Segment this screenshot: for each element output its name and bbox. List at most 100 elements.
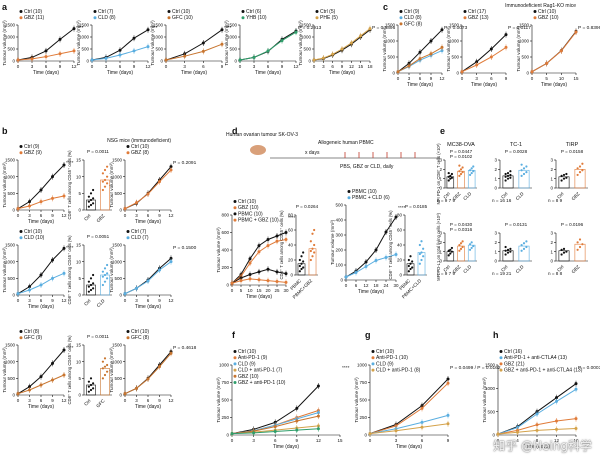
panel-letter-e: e (440, 126, 445, 136)
data-point (420, 420, 424, 424)
panel-letter-h: h (493, 330, 499, 340)
significance-label: P = 0.0264 (296, 204, 319, 209)
data-point (266, 267, 270, 271)
data-point (560, 253, 563, 256)
y-tick-label: 0 (308, 59, 311, 64)
x-tick-label: 0 (17, 213, 20, 218)
data-point (522, 242, 526, 245)
data-point (106, 263, 109, 267)
y-tick-label: 500 (387, 55, 395, 60)
legend-marker (233, 206, 237, 210)
series-line-Ctrl (369, 378, 449, 435)
data-point (535, 428, 539, 432)
data-point (201, 41, 205, 45)
series-line-GBZ (461, 46, 507, 73)
legend-marker (399, 16, 403, 20)
legend-marker (371, 368, 375, 372)
data-point (164, 58, 168, 62)
y-axis-label: Tumour volume (mm³) (446, 26, 451, 72)
data-point (565, 176, 568, 179)
mean-bar (574, 169, 586, 189)
series-line-PBMC (345, 216, 397, 278)
y-tick-label: 300 (335, 233, 343, 238)
x-tick-label: 12 (439, 76, 445, 81)
data-point (458, 174, 461, 177)
y-tick-label: 500 (303, 47, 311, 52)
y-tick-label: 1 (494, 249, 497, 254)
mean-bar (467, 169, 476, 189)
data-point (302, 260, 305, 263)
legend-entry: CLD (10) (24, 235, 45, 241)
y-axis-label: Tumour volume (mm³) (2, 162, 7, 208)
y-tick-label: 3 (494, 158, 497, 163)
data-point (559, 49, 563, 53)
y-axis-label: Tumour volume (mm³) (76, 20, 81, 66)
y-tick-label: 0 (160, 59, 163, 64)
legend-entry: PBMC (10) (352, 189, 377, 195)
mean-bar (100, 368, 110, 396)
data-point (447, 171, 450, 175)
line-chart-c2: 0 500 1000 1500 0 3 6 9 Time (days) Tumour volume… (446, 9, 531, 88)
significance-label: P = 0.0499 / P = 0.0162 (450, 365, 501, 371)
x-axis-label: Time (days) (471, 82, 498, 88)
x-axis-label: Time (days) (407, 82, 434, 88)
data-point (562, 173, 566, 177)
data-point (123, 292, 127, 296)
legend-entry: Ctrl (7) (131, 229, 147, 235)
data-point (103, 280, 107, 283)
data-point (555, 399, 558, 403)
x-tick-label: 0 (231, 438, 234, 443)
y-tick-label: 1500 (485, 363, 496, 368)
data-point (62, 348, 66, 352)
y-tick-label: 0 (226, 283, 229, 288)
data-point (562, 247, 566, 250)
data-point (509, 173, 512, 177)
y-tick-label: 750 (359, 380, 367, 385)
line-chart-a4: 0 500 1000 1500 0 3 6 9 12 Time (days) Tumour volu… (224, 9, 322, 76)
axes-c3 (531, 25, 576, 74)
data-point (581, 243, 584, 246)
y-tick-label: 3 (494, 231, 497, 236)
data-point (103, 373, 107, 377)
data-point (520, 249, 523, 252)
series-line-PBMC + CLD (345, 254, 397, 278)
y-tick-label: 0 (119, 393, 122, 398)
data-point (101, 360, 104, 363)
y-tick-label: 500 (7, 47, 15, 52)
data-point (458, 164, 461, 167)
data-point (316, 384, 320, 388)
significance-label: **** (150, 25, 158, 31)
data-point (313, 243, 316, 247)
panel-letter-c: c (383, 2, 388, 12)
legend-marker (19, 145, 23, 148)
x-axis-label: Time (days) (246, 294, 273, 300)
y-tick-label: 1000 (357, 363, 368, 368)
legend-entry: PBMC + GBZ (10) (238, 218, 279, 224)
n-label: n = 9 7 9 (437, 198, 455, 203)
axes-a4 (239, 25, 296, 62)
data-point (89, 377, 93, 380)
significance-label: P = 0.0003 / P = 0.0263 (578, 365, 600, 371)
data-point (496, 432, 500, 436)
data-point (525, 171, 528, 174)
series-line-GBZ (531, 31, 577, 73)
schematic-treatment: PBS, GBZ or CLD, daily (340, 164, 394, 170)
y-tick-label: 80 (288, 213, 294, 218)
y-tick-label: 1500 (5, 158, 16, 163)
data-point (340, 47, 344, 51)
data-point (407, 64, 411, 68)
data-point (248, 257, 252, 261)
x-tick-label: 0 (369, 438, 372, 443)
y-axis-label: CD8⁺ T cells among CD45⁺ cells (%) (388, 210, 393, 280)
panel-letter-g: g (365, 330, 371, 340)
x-tick-label: 3 (28, 298, 31, 303)
y-axis-label: CD8⁺ T cells among CD45⁺ cells (%) (67, 235, 72, 305)
data-point (384, 230, 388, 234)
data-point (578, 171, 582, 174)
legend-marker (533, 10, 537, 13)
x-tick-label: 0 (91, 64, 94, 69)
y-axis-label: Tumour volume (mm³) (354, 377, 359, 423)
significance-label: P = 0.4618 (173, 345, 197, 351)
